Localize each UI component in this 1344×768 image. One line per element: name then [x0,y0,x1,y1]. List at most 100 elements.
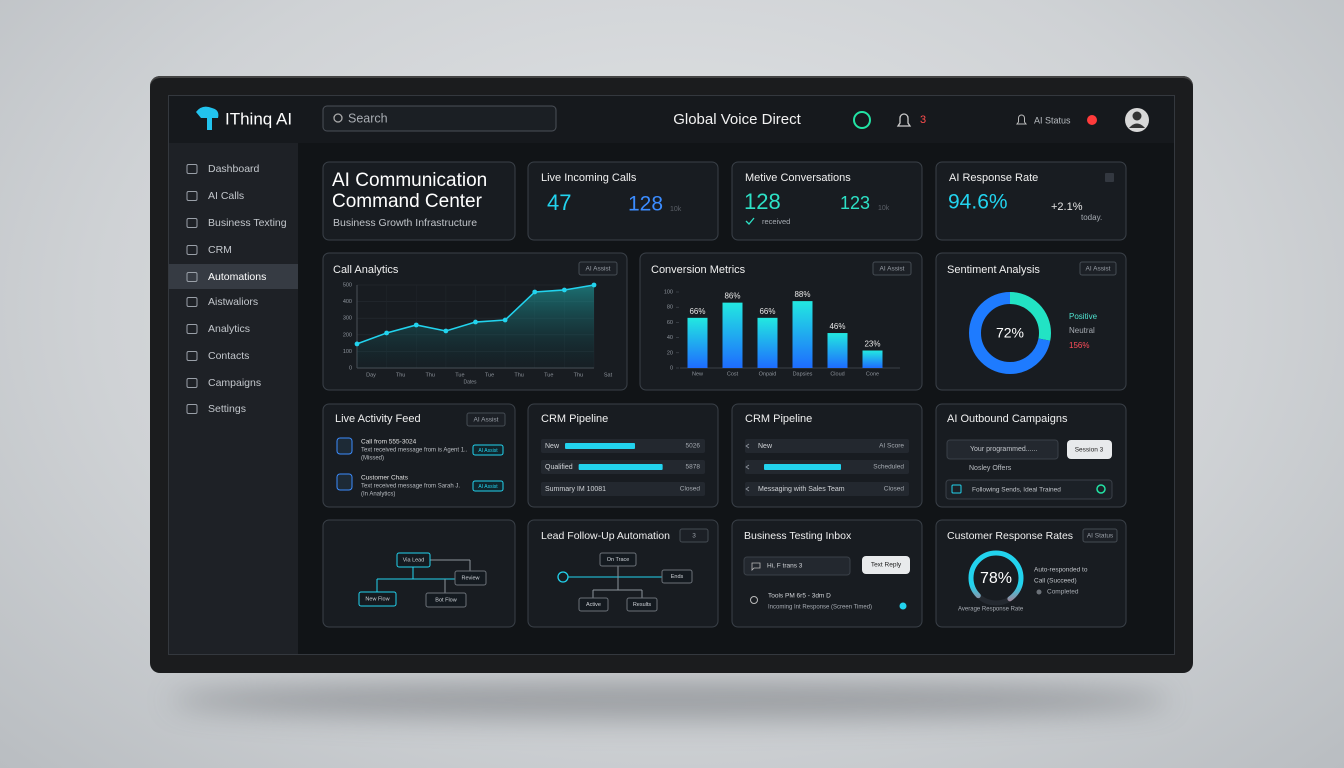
sidebar-icon [186,324,198,334]
badge-text: AI Assist [586,266,611,273]
search-box[interactable] [322,105,557,132]
stat-title: Metive Conversations [745,172,851,184]
row-label: New [758,443,773,450]
row-label: Summary IM 10081 [545,486,606,493]
point [591,282,597,288]
campaign-row-dot [1096,484,1106,494]
x-tick-label: Tue [485,372,494,378]
row-value: 5878 [686,464,701,471]
sidebar-item[interactable]: AI Calls [208,190,244,202]
flow-node-text: Via Lead [403,557,425,563]
sidebar-item[interactable]: Dashboard [208,163,260,175]
card [527,161,719,241]
sidebar-icon [186,297,198,307]
stat-value: 128 [744,189,781,214]
stat-value: 47 [547,190,571,215]
bell-icon[interactable] [896,113,912,127]
campaign-button-text[interactable]: Session 3 [1075,447,1104,454]
campaign-row-text: Following Sends, Ideal Trained [972,487,1061,494]
y-tick-label: 0 [670,365,673,371]
sidebar-item[interactable]: Contacts [208,350,249,362]
campaign-input[interactable] [946,439,1059,460]
point [443,328,449,334]
feed-sub: (Missed) [361,456,384,462]
point [532,289,538,295]
x-tick-label: Day [366,372,376,378]
y-tick-label: 500 [343,282,352,288]
y-tick-label: 200 [343,332,352,338]
inbox-button[interactable] [862,556,910,574]
stat-value-2: 123 [840,193,870,213]
sidebar-item[interactable]: Aistwaliors [208,296,258,308]
flow-node-text: Bot Flow [435,597,456,603]
sidebar-item[interactable]: CRM [208,244,232,256]
x-tick-label: Thu [426,372,435,378]
badge-text: AI Status [1087,533,1114,540]
feed-title: Customer Chats [361,475,409,482]
gauge-value: 78% [980,570,1012,587]
stat-title: AI Response Rate [949,172,1038,184]
badge [578,261,618,276]
row-arrow [745,486,750,492]
flow-node [661,569,693,584]
progress-bar [764,464,841,470]
badge [1082,528,1118,543]
brand-name: IThinq AI [225,109,292,128]
legend-item: Positive [1069,312,1098,321]
status-label: AI Status [1034,115,1071,125]
card-title: Lead Follow-Up Automation [541,530,670,542]
point [413,322,419,328]
feed-icon [336,473,353,491]
sidebar-item[interactable]: Settings [208,403,246,415]
search-icon [333,113,343,123]
inbox-button-text[interactable]: Text Reply [871,562,902,569]
flow-node-text: Results [633,602,652,608]
campaign-input-text: Your programmed...... [970,446,1037,453]
flow-node [599,552,637,567]
y-tick-label: 100 [343,349,352,355]
inbox-dot [899,602,907,610]
response-dot [1036,589,1042,595]
bell-icon-small [1016,114,1027,125]
sidebar-item[interactable]: Business Texting [208,217,287,229]
hero-subtitle: Business Growth Infrastructure [333,217,477,229]
card-title: Customer Response Rates [947,530,1073,542]
card-title: Live Activity Feed [335,413,421,425]
chart-title: Call Analytics [333,264,399,276]
feed-tag [472,480,504,492]
x-tick-label: Tue [455,372,464,378]
bar-label: 23% [864,340,880,349]
response-note: Call (Succeed) [1034,578,1077,585]
row-arrow [745,443,750,449]
card-title: AI Outbound Campaigns [947,413,1068,425]
inbox-item-icon [750,596,758,604]
card [639,252,923,391]
flow-node-text: New Flow [365,596,389,602]
point [561,287,567,293]
y-tick-label: 400 [343,299,352,305]
sidebar-item[interactable]: Campaigns [208,377,261,389]
sidebar-item[interactable]: Analytics [208,323,250,335]
campaign-row-icon [951,484,962,494]
bar [862,350,883,368]
flow-node [578,597,609,612]
stat-value-2: +2.1% [1051,201,1083,213]
y-tick-label: 40 [667,335,673,341]
feed-sub: (In Analytics) [361,492,395,498]
sidebar-icon [186,404,198,414]
inbox-line: Tools PM 6r5 - 3dm D [768,593,831,600]
pipeline-row [745,482,909,496]
x-tick-label: Cost [727,371,739,377]
flow-node [396,552,431,568]
campaign-button[interactable] [1067,440,1112,459]
x-tick-label: Onpaid [759,371,777,377]
sidebar-icon [186,272,198,282]
sidebar-item[interactable]: Automations [208,271,266,283]
feed-tag-text: AI Assist [478,448,498,454]
badge-text: AI Assist [880,266,905,273]
row-value: Scheduled [873,464,904,471]
pipeline-row [745,439,909,453]
badge [679,528,709,543]
badge [466,412,506,427]
gauge-arc [968,550,1024,606]
